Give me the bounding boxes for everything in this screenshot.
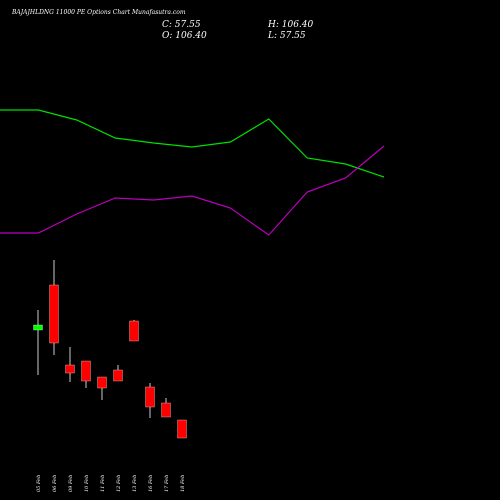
info-high: H: 106.40 — [267, 20, 314, 30]
info-open: O: 106.40 — [162, 31, 207, 41]
chart-title: BAJAJHLDNG 11000 PE Options Chart Munafa… — [11, 9, 186, 16]
x-tick-label: 09 Feb — [68, 475, 74, 492]
candle-body — [129, 320, 139, 342]
indicator-line — [0, 145, 385, 236]
candle-body — [145, 386, 155, 408]
x-tick-label: 16 Feb — [148, 475, 154, 492]
indicator-line — [0, 109, 385, 178]
x-tick-label: 18 Feb — [180, 475, 186, 492]
candle-body — [97, 376, 107, 389]
candle-body — [113, 369, 123, 382]
x-tick-label: 17 Feb — [164, 475, 170, 492]
candle-body — [177, 419, 187, 439]
x-tick-label: 11 Feb — [100, 475, 106, 492]
x-tick-label: 10 Feb — [84, 475, 90, 492]
candle-body — [33, 324, 43, 331]
x-tick-label: 06 Feb — [52, 475, 58, 492]
x-tick-label: 05 Feb — [36, 475, 42, 492]
candle-body — [81, 360, 91, 382]
candle-body — [49, 284, 59, 344]
info-low: L: 57.55 — [267, 31, 306, 41]
candle-body — [161, 402, 171, 418]
x-tick-label: 12 Feb — [116, 475, 122, 492]
x-tick-label: 13 Feb — [132, 475, 138, 492]
info-close: C: 57.55 — [162, 20, 201, 30]
candle-body — [65, 364, 75, 374]
